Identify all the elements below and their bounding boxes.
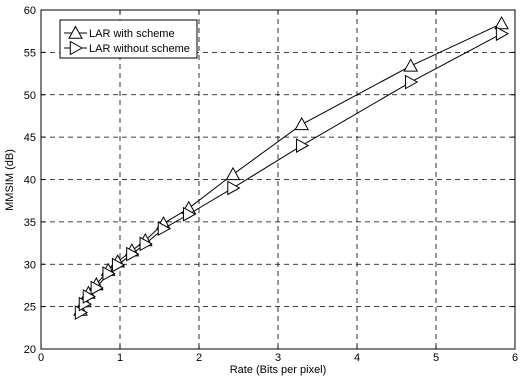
data-point-triangle-up (294, 116, 310, 131)
data-point-triangle-right (495, 26, 510, 42)
y-tick-label: 20 (24, 344, 36, 356)
data-point-triangle-right (405, 74, 419, 90)
y-tick-label: 50 (24, 90, 36, 102)
data-point-triangle-right (157, 221, 171, 237)
x-tick-label: 3 (275, 352, 281, 364)
y-tick-label: 25 (24, 302, 36, 314)
legend-box (59, 19, 198, 59)
legend-marker-shape (68, 25, 83, 39)
y-tick-label: 60 (24, 5, 36, 17)
grid (41, 10, 515, 349)
data-point-triangle-right (139, 236, 153, 252)
data-point-triangle-right (111, 257, 126, 273)
data-point-triangle-right (90, 280, 104, 296)
legend-entry-lar-without-scheme: LAR without scheme (64, 40, 190, 56)
x-tick-label: 5 (433, 352, 439, 364)
series-1 (74, 26, 510, 320)
axis-ticks (40, 9, 516, 350)
legend-label-lar-without-scheme: LAR without scheme (89, 43, 190, 55)
data-point-triangle-right (183, 206, 197, 222)
y-tick-label: 35 (24, 217, 36, 229)
y-tick-label: 30 (24, 259, 36, 271)
legend-marker-shape (69, 40, 84, 56)
data-point-triangle-up (225, 166, 241, 181)
legend-label-lar-with-scheme: LAR with scheme (89, 28, 175, 40)
y-tick-label: 40 (24, 175, 36, 187)
legend-entry-lar-with-scheme: LAR with scheme (64, 25, 175, 40)
data-point-triangle-right (296, 138, 310, 153)
x-tick-label: 6 (512, 352, 518, 364)
x-tick-label: 0 (38, 352, 44, 364)
x-tick-label: 2 (196, 352, 202, 364)
data-point-triangle-up (494, 16, 509, 30)
data-point-triangle-up (403, 58, 419, 72)
data-point-triangle-right (227, 180, 241, 196)
legend-marker-triangle-right (69, 40, 84, 56)
y-axis-label: MMSIM (dB) (4, 149, 16, 211)
x-axis-label: Rate (Bits per pixel) (230, 364, 327, 376)
data-point-triangle-right (82, 289, 96, 304)
legend-marker-triangle-up (68, 25, 83, 39)
data-point-triangle-right (102, 266, 116, 281)
x-tick-label: 4 (354, 352, 360, 364)
x-tick-label: 1 (117, 352, 123, 364)
legend: LAR with scheme LAR without scheme (59, 19, 198, 59)
y-tick-label: 55 (24, 47, 36, 59)
series-layer (73, 16, 510, 320)
data-point-triangle-right (126, 246, 140, 262)
y-tick-label: 45 (24, 132, 36, 144)
